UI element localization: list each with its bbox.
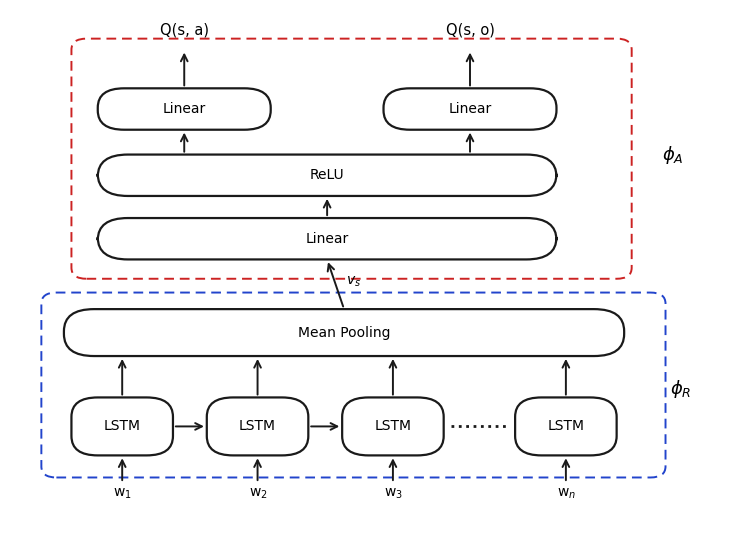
FancyBboxPatch shape [207,397,308,455]
FancyBboxPatch shape [384,88,556,130]
Text: LSTM: LSTM [547,420,584,433]
Text: Linear: Linear [448,102,492,116]
Text: LSTM: LSTM [239,420,276,433]
FancyBboxPatch shape [98,88,271,130]
FancyBboxPatch shape [515,397,617,455]
Text: Q(s, a): Q(s, a) [159,23,209,38]
FancyBboxPatch shape [98,155,556,196]
Text: $v_s$: $v_s$ [346,274,361,289]
Text: w$_3$: w$_3$ [384,487,403,501]
Text: w$_n$: w$_n$ [556,487,576,501]
Text: w$_2$: w$_2$ [249,487,267,501]
Text: Q(s, o): Q(s, o) [446,23,494,38]
Text: Linear: Linear [162,102,206,116]
Text: $\phi_A$: $\phi_A$ [663,144,684,166]
Text: ReLU: ReLU [310,168,344,182]
Text: $\phi_R$: $\phi_R$ [670,378,691,400]
Text: Mean Pooling: Mean Pooling [298,326,390,339]
FancyBboxPatch shape [342,397,444,455]
FancyBboxPatch shape [64,309,624,356]
Text: LSTM: LSTM [104,420,141,433]
FancyBboxPatch shape [71,397,173,455]
FancyBboxPatch shape [98,218,556,259]
Text: w$_1$: w$_1$ [114,487,132,501]
Text: LSTM: LSTM [374,420,411,433]
Text: Linear: Linear [305,232,349,246]
